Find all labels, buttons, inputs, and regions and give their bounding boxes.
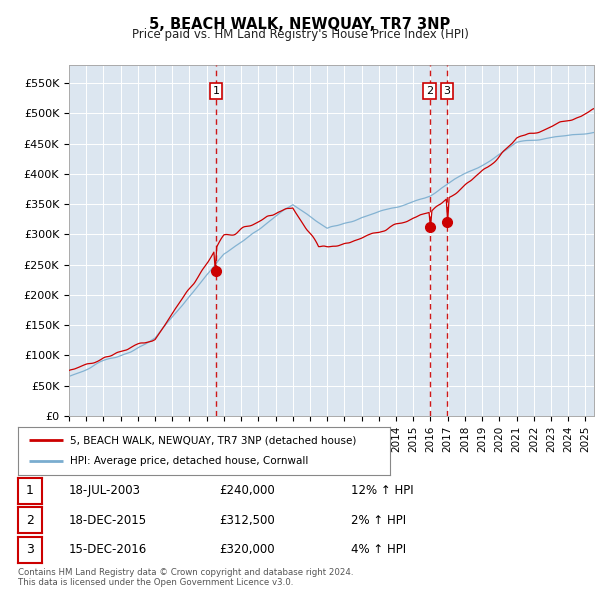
Text: £240,000: £240,000 bbox=[219, 484, 275, 497]
Text: £320,000: £320,000 bbox=[219, 543, 275, 556]
Text: 12% ↑ HPI: 12% ↑ HPI bbox=[351, 484, 413, 497]
Text: 18-JUL-2003: 18-JUL-2003 bbox=[69, 484, 141, 497]
Text: 2% ↑ HPI: 2% ↑ HPI bbox=[351, 514, 406, 527]
Text: 1: 1 bbox=[26, 484, 34, 497]
Text: 3: 3 bbox=[26, 543, 34, 556]
Text: 4% ↑ HPI: 4% ↑ HPI bbox=[351, 543, 406, 556]
Text: 5, BEACH WALK, NEWQUAY, TR7 3NP: 5, BEACH WALK, NEWQUAY, TR7 3NP bbox=[149, 17, 451, 31]
Text: Price paid vs. HM Land Registry's House Price Index (HPI): Price paid vs. HM Land Registry's House … bbox=[131, 28, 469, 41]
Text: 2: 2 bbox=[426, 86, 433, 96]
Text: 18-DEC-2015: 18-DEC-2015 bbox=[69, 514, 147, 527]
Text: £312,500: £312,500 bbox=[219, 514, 275, 527]
Text: HPI: Average price, detached house, Cornwall: HPI: Average price, detached house, Corn… bbox=[70, 457, 308, 467]
Text: 3: 3 bbox=[443, 86, 451, 96]
Text: 15-DEC-2016: 15-DEC-2016 bbox=[69, 543, 147, 556]
Text: Contains HM Land Registry data © Crown copyright and database right 2024.
This d: Contains HM Land Registry data © Crown c… bbox=[18, 568, 353, 587]
Text: 2: 2 bbox=[26, 514, 34, 527]
Text: 1: 1 bbox=[212, 86, 220, 96]
Text: 5, BEACH WALK, NEWQUAY, TR7 3NP (detached house): 5, BEACH WALK, NEWQUAY, TR7 3NP (detache… bbox=[70, 435, 356, 445]
